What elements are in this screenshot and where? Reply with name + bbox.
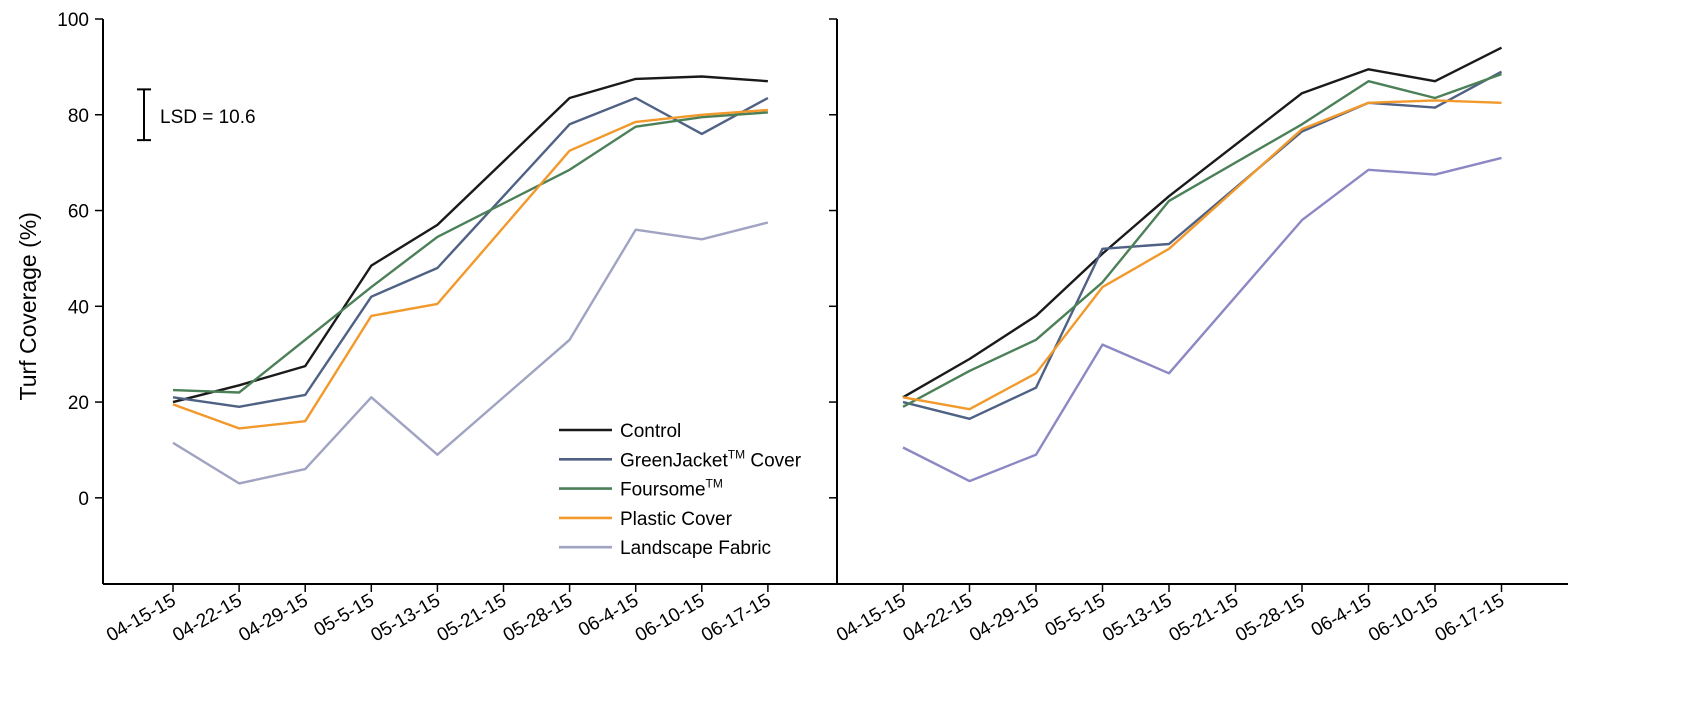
x-tick-label-p2-8: 06-10-15	[1365, 590, 1441, 646]
y-tick-label-20: 20	[68, 393, 89, 414]
y-tick-label-60: 60	[68, 202, 89, 223]
legend-label-control: Control	[620, 421, 681, 442]
y-axis-title: Turf Coverage (%)	[15, 212, 41, 400]
series-line-p2-foursome	[902, 72, 1502, 408]
x-tick-label-p2-7: 06-4-15	[1308, 590, 1375, 641]
y-tick-label-100: 100	[57, 10, 89, 31]
legend-label-foursome: FoursomeTM	[620, 477, 723, 501]
series-line-p1-greenjacket-cover	[172, 96, 769, 408]
lsd-label: LSD = 10.6	[160, 107, 256, 128]
y-tick-label-80: 80	[68, 106, 89, 127]
x-tick-label-p2-6: 05-28-15	[1232, 590, 1308, 646]
series-line-p1-control	[172, 75, 768, 404]
x-tick-label-p1-6: 05-28-15	[500, 590, 576, 646]
x-tick-label-p1-0: 04-15-15	[103, 590, 179, 646]
x-tick-label-p2-4: 05-13-15	[1099, 590, 1175, 646]
y-tick-label-0: 0	[78, 489, 89, 510]
series-line-p1-plastic-cover	[172, 108, 768, 430]
x-tick-label-p2-5: 05-21-15	[1166, 590, 1242, 646]
x-tick-label-p1-1: 04-22-15	[169, 590, 245, 646]
series-line-p1-landscape-fabric	[172, 221, 769, 485]
series-line-p2-greenjacket-cover	[902, 70, 1503, 420]
y-tick-label-40: 40	[68, 297, 89, 318]
x-tick-label-p1-4: 05-13-15	[368, 590, 444, 646]
series-line-p1-foursome	[172, 111, 768, 394]
legend-label-greenjacket-cover: GreenJacketTM Cover	[620, 447, 802, 471]
x-tick-label-p1-3: 05-5-15	[311, 590, 378, 641]
x-tick-label-p2-9: 06-17-15	[1432, 590, 1508, 646]
legend-label-plastic-cover: Plastic Cover	[620, 509, 733, 530]
series-line-p2-control	[902, 46, 1503, 399]
x-tick-label-p2-2: 04-29-15	[966, 590, 1042, 646]
x-tick-label-p1-8: 06-10-15	[632, 590, 708, 646]
x-tick-label-p1-5: 05-21-15	[434, 590, 510, 646]
series-line-p2-plastic-cover	[902, 99, 1502, 411]
x-tick-label-p2-0: 04-15-15	[833, 590, 909, 646]
series-line-p2-landscape-fabric	[902, 156, 1502, 483]
legend-label-landscape-fabric: Landscape Fabric	[620, 538, 771, 559]
x-tick-label-p2-3: 05-5-15	[1042, 590, 1109, 641]
x-tick-label-p1-7: 06-4-15	[575, 590, 642, 641]
x-tick-label-p1-2: 04-29-15	[235, 590, 311, 646]
x-tick-label-p2-1: 04-22-15	[900, 590, 976, 646]
x-tick-label-p1-9: 06-17-15	[698, 590, 774, 646]
